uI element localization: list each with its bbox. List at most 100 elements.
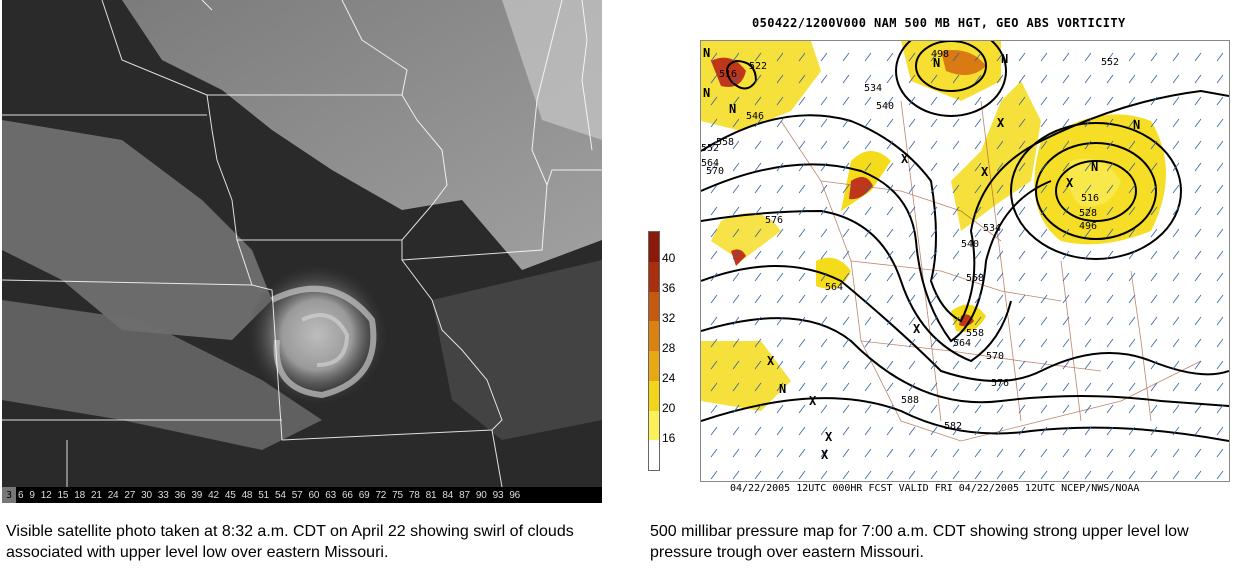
wind-barb <box>908 272 916 282</box>
wind-barb <box>798 448 806 458</box>
wind-barb <box>732 228 740 238</box>
wind-barb <box>754 382 762 392</box>
wind-barb <box>842 250 850 260</box>
wind-barb <box>820 74 828 84</box>
wind-barb <box>1172 74 1180 84</box>
wind-barb <box>886 118 894 128</box>
wind-barb <box>820 118 828 128</box>
scale-value: 90 <box>475 489 487 501</box>
colorbar-segment <box>649 291 659 322</box>
wind-barb <box>820 140 828 150</box>
wind-barb <box>1128 184 1136 194</box>
wind-barb <box>710 184 718 194</box>
wind-barb <box>1194 382 1202 392</box>
wind-barb <box>1106 338 1114 348</box>
wind-barb <box>1084 96 1092 106</box>
scale-value: 42 <box>208 489 219 501</box>
wind-barb <box>1194 140 1202 150</box>
wind-barb <box>1194 470 1202 480</box>
wind-barb <box>908 338 916 348</box>
height-label: 582 <box>944 421 962 432</box>
wind-barb <box>908 184 916 194</box>
colorbar-segment <box>649 261 659 292</box>
wind-barb <box>1084 272 1092 282</box>
map-borders <box>780 100 1202 442</box>
wind-barb <box>710 272 718 282</box>
wind-barb <box>710 316 718 326</box>
wind-barb <box>842 74 850 84</box>
colorbar-label: 28 <box>662 341 676 355</box>
wind-barb <box>864 140 872 150</box>
wind-barb <box>842 118 850 128</box>
wind-barb <box>1040 338 1048 348</box>
scale-value: 9 <box>29 489 35 501</box>
satellite-image: 3 6 9 12 15 18 21 24 27 30 33 36 39 42 45 48 51 54 57 60 63… <box>2 0 602 503</box>
vort-max-marker: X <box>981 165 989 179</box>
wind-barb <box>820 294 828 304</box>
wind-barb <box>842 338 850 348</box>
wind-barb <box>1172 140 1180 150</box>
wind-barb <box>1172 404 1180 414</box>
wind-barb <box>1106 206 1114 216</box>
wind-barb <box>1062 118 1070 128</box>
wind-barb <box>1216 426 1224 436</box>
wind-barb <box>952 206 960 216</box>
height-label: 552 <box>1101 57 1119 68</box>
wind-barb <box>1150 140 1158 150</box>
wind-barb <box>710 448 718 458</box>
wind-barb <box>1216 404 1224 414</box>
wind-barb <box>996 360 1004 370</box>
wind-barb <box>820 426 828 436</box>
wind-barb <box>754 272 762 282</box>
wind-barb <box>1150 272 1158 282</box>
wind-barb <box>1018 140 1026 150</box>
wind-barb <box>952 118 960 128</box>
wind-barb <box>886 338 894 348</box>
wind-barb <box>754 316 762 326</box>
wind-barb <box>776 470 784 480</box>
wind-barb <box>1150 382 1158 392</box>
wind-barb <box>754 162 762 172</box>
wind-barb <box>1018 382 1026 392</box>
wind-barb <box>930 228 938 238</box>
wind-barb <box>1216 250 1224 260</box>
wind-barb <box>1040 470 1048 480</box>
wind-barb <box>886 162 894 172</box>
wind-barb <box>820 228 828 238</box>
vort-max-marker: X <box>821 448 829 462</box>
wind-barb <box>930 250 938 260</box>
wind-barb <box>1216 316 1224 326</box>
wind-barb <box>754 118 762 128</box>
low-center-marker: N <box>933 56 940 70</box>
wind-barb <box>1040 118 1048 128</box>
wind-barb <box>710 74 718 84</box>
wind-barb <box>776 206 784 216</box>
wind-barb <box>754 404 762 414</box>
wind-barb <box>776 52 784 62</box>
wind-barb <box>1150 250 1158 260</box>
wind-barb <box>710 294 718 304</box>
wind-barb <box>842 96 850 106</box>
wind-barb <box>1172 272 1180 282</box>
wind-barb <box>754 184 762 194</box>
wind-barb <box>974 118 982 128</box>
wind-barb <box>886 52 894 62</box>
wind-barb <box>1018 250 1026 260</box>
vort-max-marker: X <box>809 394 817 408</box>
wind-barb <box>974 140 982 150</box>
wind-barb <box>1040 272 1048 282</box>
wind-barb <box>1128 250 1136 260</box>
height-label-group: 516 522 498 534 540 546 552 558 564 570 … <box>701 49 1119 432</box>
wind-barb <box>1128 404 1136 414</box>
height-label: 564 <box>825 282 843 293</box>
vort-max-marker: X <box>1066 176 1074 190</box>
height-label: 496 <box>1079 221 1097 232</box>
wind-barb <box>732 382 740 392</box>
satellite-caption: Visible satellite photo taken at 8:32 a.… <box>6 523 574 561</box>
wind-barb <box>710 470 718 480</box>
wind-barb <box>754 426 762 436</box>
low-center-marker: N <box>729 102 736 116</box>
wind-barb <box>1084 140 1092 150</box>
wind-barb <box>864 360 872 370</box>
wind-barb <box>1106 74 1114 84</box>
